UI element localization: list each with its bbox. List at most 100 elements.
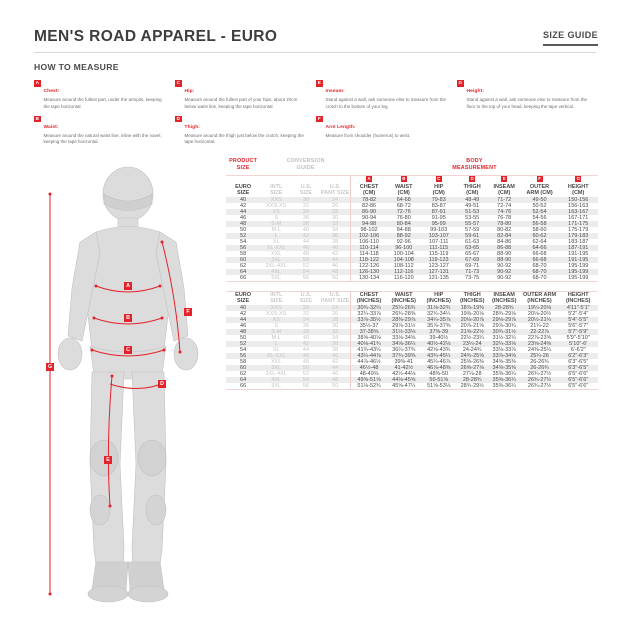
col-header-chest: A CHEST (CM) [350,175,387,197]
table-row[interactable]: 64 4XL 54 48 126-130 112-116 127-131 71-73 90-92… [226,268,598,275]
table-row[interactable]: 46 S 36 30 90-94 76-80 91-95 53-55 76-78 54-56 167… [226,214,598,221]
cell-euro: 60 [226,364,261,371]
cell-thigh: 20⅛-20⅞ [456,316,488,323]
cell-hip: 79-83 [420,196,457,203]
cell-thigh: 26⅜-27⅛ [456,364,488,371]
cell-intl: XL-XXL [260,244,293,251]
table-row[interactable]: 54 XL 44 38 41¾-43¼ 36¼-37¾ 42⅛-43¾ 24-24¾ 33⅛-3… [226,346,598,353]
cell-hip: 35⅞-37⅜ [427,322,451,329]
cell-thigh: 48-49 [456,196,488,203]
main-content: A B C D E F G PRODUCT SIZE CONVERSION GUID… [34,158,598,610]
cell-thigh: 20⅞-21⅝ [460,322,484,329]
table-row[interactable]: 46 S 36 30 35½-37 29⅞-31½ 35⅞-37⅜ 20⅞-21⅝ 29⅞-30… [226,322,598,329]
col-header-waist: WAIST (INCHES) [391,291,416,305]
cell-intl: S [274,214,279,221]
col-header-u-s-: U.S. SIZE [299,291,313,305]
table-row[interactable]: 40 XXS 30 24 78-82 64-68 79-83 48-49 71-72 49-50 1… [226,196,598,203]
cell-euro: 62 [240,370,247,377]
cell-inseam: 74-76 [487,208,521,215]
table-row[interactable]: 58 XXL 48 42 114-118 100-104 115-119 65-67 88-90… [226,250,598,257]
table-row[interactable]: 42 XXS-XS 32 26 82-86 68-72 83-87 49-51 72-74 50-… [226,202,598,209]
cell-thigh: 21⅝-22½ [456,328,488,335]
mannequin-illustration [48,166,199,603]
measure-item-f: F Arm Length: Measure from shoulder (humer… [316,115,447,140]
cell-hip: 34¼-35⅞ [420,316,457,323]
measure-badge-a-icon: A [34,80,41,87]
table-row[interactable]: 50 M-L 40 34 98-102 84-88 99-103 57-59 80-82 58-6… [226,226,598,233]
cell-waist: 64-68 [386,196,421,203]
table-row[interactable]: 66 5XL 56 50 130-134 116-120 131-135 73-75 90-92… [226,274,598,282]
cell-thigh: 67-69 [456,256,488,263]
cell-thigh: 22½-23¼ [460,334,484,341]
callout-f-outer-arm: F [184,308,192,316]
table-row[interactable]: 40 XXS 30 24 30¾-32¼ 25¼-26¾ 31⅛-32¾ 18⅞-19⅜ 28-… [226,304,598,311]
cell-inseam: 34⅝-35⅜ [487,364,521,371]
cell-waist: 45⅝-47¼ [392,382,416,389]
cell-height: 195-199 [558,268,598,275]
cell-chest: 82-86 [350,202,387,209]
cell-inseam: 86-88 [487,244,521,251]
table-row[interactable]: 60 3XL 50 44 118-122 104-108 119-123 67-69 88-90… [226,256,598,263]
cell-intl: XXL [271,358,282,365]
table-row[interactable]: 56 XL-XXL 46 40 43¼-44⅞ 37¾-39⅜ 43¾-45¼ 24¾-25⅝… [226,352,598,359]
table-row[interactable]: 58 XXL 48 42 44⅞-46½ 39⅜-41 45¼-46⅞ 25⅝-26⅜ 34⅝-… [226,358,598,365]
table-row[interactable]: 56 XL-XXL 46 40 110-114 96-100 111-115 63-65 86-… [226,244,598,251]
measure-item-c: C Hip: Measure around the fullest part of … [175,79,306,111]
cell-chest: 38⅝-40⅛ [350,334,387,341]
table-row[interactable]: 44 XS 34 28 33⅞-35½ 28⅜-29⅞ 34¼-35⅞ 20⅛-20⅞ 29⅛-… [226,316,598,323]
cell-intl: XXL [271,250,282,257]
cell-chest: 110-114 [350,244,387,251]
measure-item-desc: Measure around the fullest part, under t… [43,97,162,109]
cell-hip: 107-111 [429,238,449,245]
tab-size-guide[interactable]: SIZE GUIDE [542,30,598,46]
cell-euro: 62 [240,262,247,269]
table-row[interactable]: 66 5XL 56 50 51⅛-52¾ 45⅝-47¼ 51⅝-53⅛ 28¾-29½ 35⅜… [226,382,598,390]
how-to-measure-column-1: A Chest: Measure around the fullest part, … [34,79,175,150]
col-header-hip: C HIP (CM) [432,175,445,197]
table-row[interactable]: 50 M-L 40 34 38⅝-40⅛ 33⅛-34⅝ 39-40½ 22½-23¼ 31½-… [226,334,598,341]
table-row[interactable]: 44 XS 34 28 86-90 72-76 87-91 51-53 74-76 52-54 16… [226,208,598,215]
table-row[interactable]: 54 XL 44 38 106-110 92-96 107-111 61-63 84-86 62-… [226,238,598,245]
size-table-cm: EURO SIZE INTL SIZE U.S. SIZE U.S. PANT SIZE A CH… [226,174,598,282]
cell-u-s-: 38 [292,328,320,335]
cell-inseam: 71-72 [487,196,521,203]
cell-outer: 54-56 [532,214,547,221]
page-title: MEN'S ROAD APPAREL - EURO [34,28,278,45]
cell-outer-arm: 22-22⅞ [520,328,559,335]
table-header-row-inches: EURO SIZE INTL SIZE U.S. SIZE U.S. PANT SIZE CHE… [226,291,598,305]
cell-chest: 90-94 [350,214,387,221]
measure-item-desc: Measure around the natural waist line, i… [43,132,162,145]
cell-euro: 48 [226,220,261,227]
cell-height: 191-195 [558,256,598,263]
col-header-height: HEIGHT (INCHES) [566,291,591,305]
cell-outer: 68-70 [520,268,559,275]
table-row[interactable]: 52 L 42 36 102-106 88-92 103-107 59-61 82-84 60-6… [226,232,598,239]
table-row[interactable]: 48 S-M 38 32 94-98 80-84 95-99 55-57 78-80 56-58 1… [226,220,598,227]
cell-inseam: 88-90 [487,256,521,263]
cell-intl: S-M [260,328,293,335]
table-row[interactable]: 64 4XL 54 48 49⅝-51⅛ 44⅛-45⅝ 50-51⅝ 28-28¾ 35⅜-3… [226,376,598,383]
cell-euro: 66 [240,382,247,389]
cell-u-s-: 36 [319,232,351,239]
table-header-row-cm: EURO SIZE INTL SIZE U.S. SIZE U.S. PANT SIZE A CH… [226,175,598,197]
cell-inseam: 72-74 [497,202,512,209]
table-row[interactable]: 48 S-M 38 32 37-38⅝ 31½-33⅛ 37⅜-39 21⅝-22½ 30¾-3… [226,328,598,335]
table-row[interactable]: 62 3XL-4XL 52 46 122-126 108-112 123-127 69-71 9… [226,262,598,269]
table-row[interactable]: 42 XXS-XS 32 26 32¼-33⅞ 26¾-28⅜ 32¾-34¼ 19⅜-20⅛… [226,310,598,317]
table-row[interactable]: 52 L 42 36 40⅛-41¾ 34⅝-36¼ 40½-42⅛ 23¼-24 32¼-33… [226,340,598,347]
cell-u-s-: 36 [302,214,310,221]
col-badge-f-icon: F [536,175,543,182]
cell-inseam: 33⅛-33⅞ [492,346,516,353]
table-row[interactable]: 60 3XL 50 44 46½-48 41-42½ 46⅞-48⅜ 26⅜-27⅛ 34⅝-3… [226,364,598,371]
col-header-chest: CHEST (INCHES) [350,291,387,305]
cell-intl: 5XL [271,382,282,389]
cell-u-s-: 34 [332,334,339,341]
cell-u-s-: 40 [319,352,351,359]
cell-chest: 122-126 [350,262,387,269]
cell-euro: 58 [240,358,247,365]
callout-c-hip: C [124,346,132,354]
cell-thigh: 24¾-25⅝ [456,352,488,359]
cell-inseam: 35⅜-36¼ [492,382,516,389]
table-row[interactable]: 62 3XL-4XL 52 46 48-49⅝ 42½-44⅛ 48⅜-50 27⅛-28 35… [226,370,598,377]
col-header-inseam: INSEAM (INCHES) [491,291,517,305]
